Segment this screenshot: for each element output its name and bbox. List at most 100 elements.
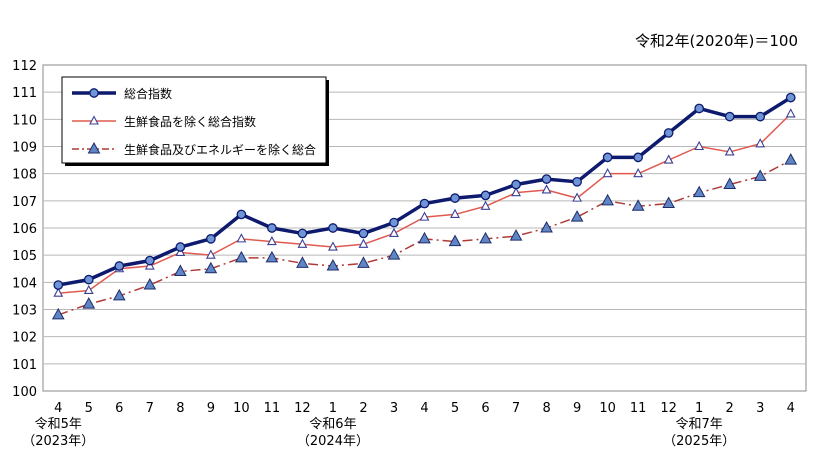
x-year-label: 令和5年 bbox=[35, 417, 82, 432]
data-point bbox=[570, 210, 584, 222]
data-point bbox=[602, 167, 613, 178]
x-tick-label: 2 bbox=[726, 401, 734, 416]
data-point bbox=[540, 220, 553, 233]
data-point bbox=[448, 234, 462, 247]
data-point bbox=[480, 200, 491, 210]
x-tick-label: 8 bbox=[176, 401, 184, 416]
data-point bbox=[784, 153, 798, 165]
data-point bbox=[419, 211, 430, 221]
data-point bbox=[144, 255, 155, 266]
y-tick-label: 104 bbox=[12, 276, 37, 291]
data-point bbox=[266, 235, 277, 246]
data-point bbox=[236, 233, 247, 243]
data-point bbox=[450, 193, 460, 203]
x-tick-label: 5 bbox=[451, 401, 459, 416]
data-point bbox=[450, 208, 460, 218]
y-tick-label: 111 bbox=[12, 86, 37, 101]
base-year-note: 令和2年(2020年)＝100 bbox=[634, 32, 798, 50]
x-tick-label: 3 bbox=[756, 401, 764, 416]
data-point bbox=[755, 111, 766, 122]
x-tick-label: 8 bbox=[542, 401, 550, 416]
data-point bbox=[173, 264, 187, 276]
data-point bbox=[83, 274, 94, 285]
data-point bbox=[419, 198, 430, 209]
y-tick-label: 100 bbox=[12, 385, 37, 400]
y-tick-label: 107 bbox=[12, 195, 37, 210]
legend-label: 生鮮食品及びエネルギーを除く総合 bbox=[124, 142, 316, 157]
y-tick-label: 106 bbox=[12, 222, 37, 237]
x-tick-label: 4 bbox=[787, 401, 795, 416]
data-point bbox=[633, 167, 644, 178]
x-tick-label: 7 bbox=[146, 401, 154, 416]
x-tick-label: 11 bbox=[630, 401, 647, 416]
data-point bbox=[480, 190, 491, 201]
data-point bbox=[572, 176, 582, 187]
data-point bbox=[236, 209, 247, 220]
x-tick-label: 6 bbox=[481, 401, 489, 416]
data-point bbox=[662, 196, 676, 209]
data-point bbox=[724, 146, 735, 156]
y-tick-label: 109 bbox=[12, 141, 37, 156]
data-point bbox=[87, 141, 101, 154]
y-tick-label: 105 bbox=[12, 249, 37, 264]
data-point bbox=[753, 169, 767, 181]
legend-label: 総合指数 bbox=[124, 86, 172, 101]
data-point bbox=[357, 256, 370, 268]
data-point bbox=[633, 152, 643, 163]
data-point bbox=[511, 187, 521, 197]
data-point bbox=[89, 88, 99, 98]
data-point bbox=[723, 177, 737, 190]
y-tick-label: 112 bbox=[12, 59, 37, 74]
x-year-label: （2023年） bbox=[22, 434, 94, 449]
data-point bbox=[572, 192, 583, 202]
data-point bbox=[694, 103, 705, 114]
x-year-label: （2025年） bbox=[663, 434, 735, 449]
data-point bbox=[358, 238, 369, 248]
data-point bbox=[694, 140, 705, 151]
data-point bbox=[541, 174, 552, 184]
data-point bbox=[328, 241, 338, 251]
data-point bbox=[51, 307, 65, 320]
x-tick-label: 10 bbox=[599, 401, 616, 416]
x-tick-label: 7 bbox=[512, 401, 520, 416]
x-year-label: 令和7年 bbox=[676, 417, 723, 432]
x-tick-label: 12 bbox=[660, 401, 677, 416]
data-point bbox=[297, 238, 308, 248]
data-point bbox=[297, 228, 308, 239]
data-point bbox=[267, 223, 277, 233]
x-year-label: （2024年） bbox=[297, 434, 369, 449]
data-point bbox=[205, 249, 216, 259]
data-point bbox=[509, 229, 523, 241]
data-point bbox=[89, 115, 99, 125]
data-point bbox=[143, 278, 157, 290]
data-point bbox=[204, 261, 218, 274]
data-point bbox=[235, 250, 248, 263]
x-tick-label: 1 bbox=[695, 401, 703, 416]
data-point bbox=[387, 248, 401, 260]
data-point bbox=[328, 223, 338, 233]
data-point bbox=[418, 231, 431, 244]
data-point bbox=[631, 199, 645, 211]
x-tick-label: 2 bbox=[359, 401, 367, 416]
x-tick-label: 5 bbox=[85, 401, 93, 416]
data-point bbox=[785, 108, 796, 118]
y-tick-label: 101 bbox=[12, 358, 37, 373]
data-point bbox=[82, 297, 96, 309]
data-point bbox=[53, 287, 64, 297]
data-point bbox=[389, 227, 399, 237]
data-point bbox=[479, 231, 492, 244]
x-tick-label: 12 bbox=[294, 401, 311, 416]
data-point bbox=[663, 154, 674, 164]
x-tick-label: 1 bbox=[329, 401, 337, 416]
data-point bbox=[112, 288, 126, 301]
data-point bbox=[175, 242, 186, 252]
y-tick-label: 102 bbox=[12, 331, 37, 346]
x-tick-label: 4 bbox=[54, 401, 62, 416]
data-point bbox=[358, 228, 369, 239]
x-year-label: 令和6年 bbox=[309, 417, 356, 432]
y-tick-label: 103 bbox=[12, 304, 37, 319]
data-point bbox=[389, 217, 399, 228]
data-point bbox=[724, 111, 735, 122]
x-tick-label: 6 bbox=[115, 401, 123, 416]
